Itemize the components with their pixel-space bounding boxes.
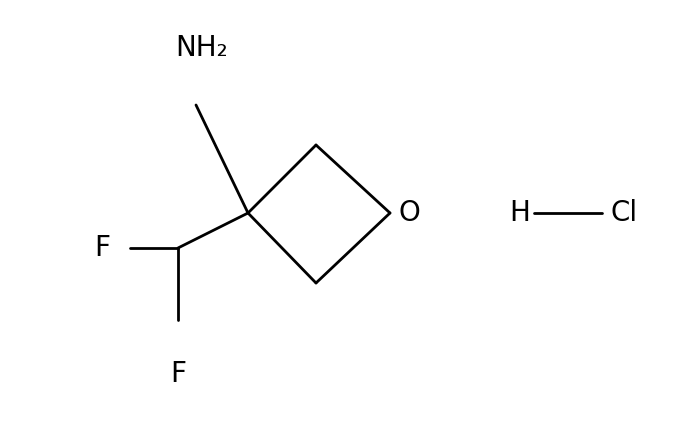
Text: O: O	[398, 199, 420, 227]
Text: H: H	[509, 199, 530, 227]
Text: F: F	[94, 234, 110, 262]
Text: F: F	[170, 360, 186, 388]
Text: NH₂: NH₂	[175, 34, 228, 62]
Text: Cl: Cl	[610, 199, 637, 227]
